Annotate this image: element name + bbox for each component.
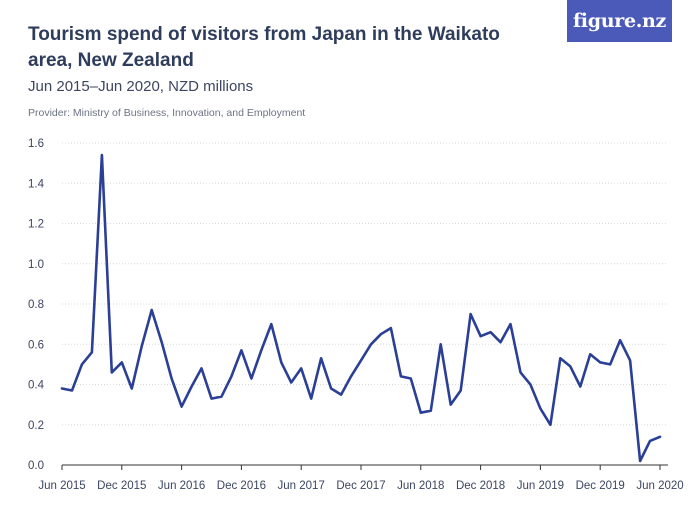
x-tick-label: Jun 2018: [397, 480, 444, 492]
gridlines: [62, 142, 668, 466]
x-tick-label: Jun 2016: [158, 480, 205, 492]
y-tick-label: 1.6: [28, 138, 44, 150]
chart-subtitle: Jun 2015–Jun 2020, NZD millions: [28, 78, 254, 95]
y-axis-ticks: 0.0 0.2 0.4 0.6 0.8 1.0 1.2 1.4 1.6: [28, 138, 45, 472]
x-tick-label: Jun 2015: [38, 480, 85, 492]
y-tick-label: 1.2: [28, 219, 44, 231]
y-tick-label: 0.0: [28, 460, 44, 472]
y-tick-label: 0.4: [28, 380, 45, 392]
x-tick-label: Dec 2019: [576, 480, 625, 492]
y-tick-label: 0.2: [28, 420, 44, 432]
x-tick-label: Jun 2017: [278, 480, 325, 492]
figure-nz-logo[interactable]: figure.nz: [567, 0, 672, 42]
series-layer: [60, 153, 662, 463]
x-tick-label: Dec 2017: [336, 480, 385, 492]
x-axis-ticks: Jun 2015 Dec 2015 Jun 2016 Dec 2016 Jun 2017…: [38, 465, 684, 492]
y-tick-label: 0.6: [28, 339, 44, 351]
x-tick-label: Jun 2019: [517, 480, 564, 492]
y-tick-label: 1.0: [28, 259, 44, 271]
series-line: [60, 153, 662, 463]
x-tick-label: Dec 2018: [456, 480, 505, 492]
x-tick-label: Dec 2016: [217, 480, 266, 492]
y-tick-label: 0.8: [28, 299, 44, 311]
y-tick-label: 1.4: [28, 178, 45, 190]
data-provider: Provider: Ministry of Business, Innovati…: [28, 107, 306, 119]
chart-title: Tourism spend of visitors from Japan in …: [28, 24, 500, 71]
x-tick-label: Jun 2020: [636, 480, 683, 492]
x-tick-label: Dec 2015: [97, 480, 146, 492]
